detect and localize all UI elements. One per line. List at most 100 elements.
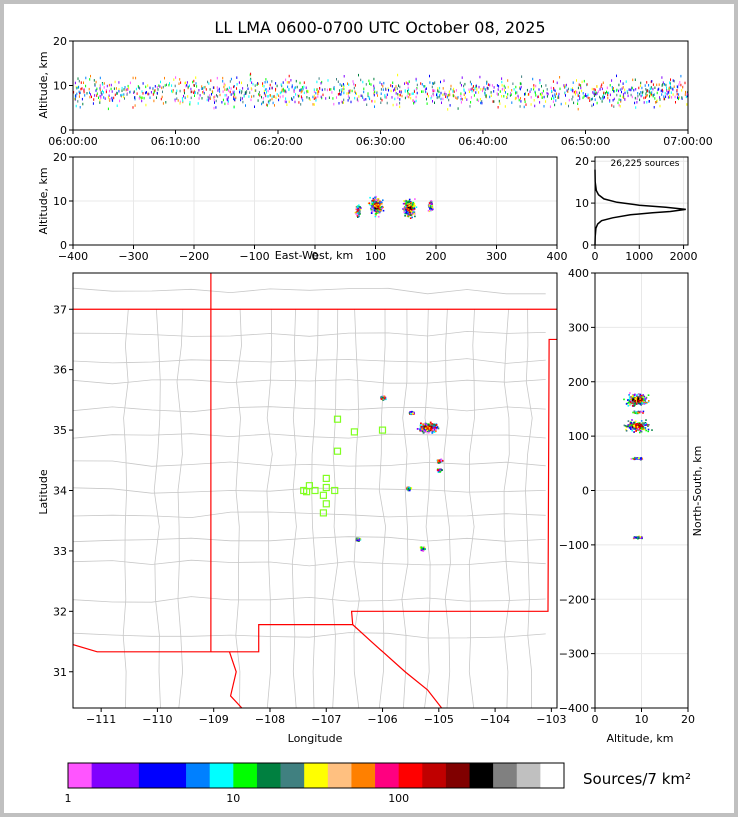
source-mark [198, 97, 200, 100]
source-mark [492, 100, 494, 103]
source-mark [355, 91, 356, 95]
source-mark [630, 398, 632, 400]
source-mark [250, 72, 252, 76]
source-mark [263, 85, 265, 88]
source-mark [428, 210, 431, 213]
source-mark [264, 93, 266, 97]
source-mark [413, 102, 415, 105]
source-mark [379, 209, 382, 212]
source-mark [524, 100, 526, 103]
source-mark [249, 91, 251, 94]
county-line [73, 287, 546, 295]
source-mark [371, 207, 374, 210]
station-marker [322, 500, 330, 508]
source-mark [412, 207, 414, 209]
source-mark [635, 429, 638, 431]
source-mark [408, 95, 410, 99]
source-mark [634, 398, 637, 400]
source-mark [638, 400, 640, 402]
source-mark [407, 89, 409, 93]
source-mark [559, 87, 561, 91]
source-mark [108, 94, 110, 97]
source-mark [340, 93, 342, 96]
source-mark [628, 425, 631, 427]
source-mark [184, 91, 185, 95]
source-mark [184, 96, 186, 100]
source-mark [640, 457, 642, 460]
source-mark [501, 95, 503, 98]
source-mark [452, 90, 454, 93]
source-mark [380, 203, 383, 205]
source-mark [149, 86, 151, 90]
source-mark [404, 96, 406, 100]
source-mark [407, 489, 410, 492]
source-mark [453, 90, 455, 93]
source-mark [648, 400, 650, 402]
source-mark [379, 200, 381, 203]
source-mark [369, 196, 371, 199]
source-mark [420, 547, 423, 550]
source-mark [520, 87, 521, 91]
source-mark [408, 412, 411, 414]
source-mark [484, 91, 486, 95]
altitude-ns-ytick-8: 400 [568, 267, 589, 280]
source-mark [224, 88, 226, 91]
source-mark [274, 104, 275, 107]
source-mark [445, 95, 447, 98]
source-mark [184, 81, 186, 85]
source-mark [185, 81, 187, 85]
source-mark [134, 97, 136, 101]
east-west-cluster-0 [367, 195, 385, 218]
source-mark [613, 87, 614, 90]
source-mark [445, 93, 447, 96]
station-marker [322, 474, 330, 482]
source-mark [665, 95, 667, 98]
source-mark [407, 86, 409, 90]
source-mark [83, 89, 85, 92]
source-mark [256, 83, 258, 86]
source-mark [427, 95, 429, 98]
source-mark [404, 90, 406, 93]
source-mark [110, 87, 112, 91]
source-mark [288, 81, 290, 84]
source-mark [404, 210, 406, 212]
source-mark [348, 83, 350, 86]
source-mark [627, 94, 629, 98]
altitude-ns-ytick-4: 0 [582, 485, 589, 498]
source-mark [373, 93, 375, 97]
source-mark [542, 89, 544, 93]
source-mark [489, 83, 491, 87]
source-mark [214, 95, 216, 98]
source-mark [379, 206, 382, 209]
source-mark [126, 88, 128, 91]
source-mark [409, 411, 412, 413]
county-line [378, 309, 387, 708]
source-mark [378, 205, 381, 207]
source-mark [409, 412, 412, 415]
source-mark [638, 426, 640, 429]
source-mark [633, 431, 635, 433]
source-mark [425, 424, 428, 427]
source-mark [634, 428, 637, 430]
source-mark [650, 87, 652, 91]
source-mark [286, 81, 288, 84]
source-mark [233, 85, 234, 89]
source-mark [668, 91, 670, 94]
map-xtick-5: −106 [367, 713, 397, 726]
source-mark [270, 94, 271, 97]
source-mark [342, 83, 344, 86]
source-mark [410, 202, 413, 204]
source-mark [202, 87, 204, 90]
source-mark [114, 93, 116, 97]
source-mark [276, 84, 278, 88]
source-mark [619, 105, 621, 108]
source-mark [577, 86, 579, 90]
source-mark [452, 94, 454, 97]
source-mark [665, 83, 667, 87]
source-mark [108, 83, 110, 87]
source-mark [627, 399, 629, 401]
source-mark [269, 87, 271, 90]
source-mark [455, 96, 457, 99]
source-mark [80, 81, 82, 84]
source-mark [641, 93, 643, 97]
